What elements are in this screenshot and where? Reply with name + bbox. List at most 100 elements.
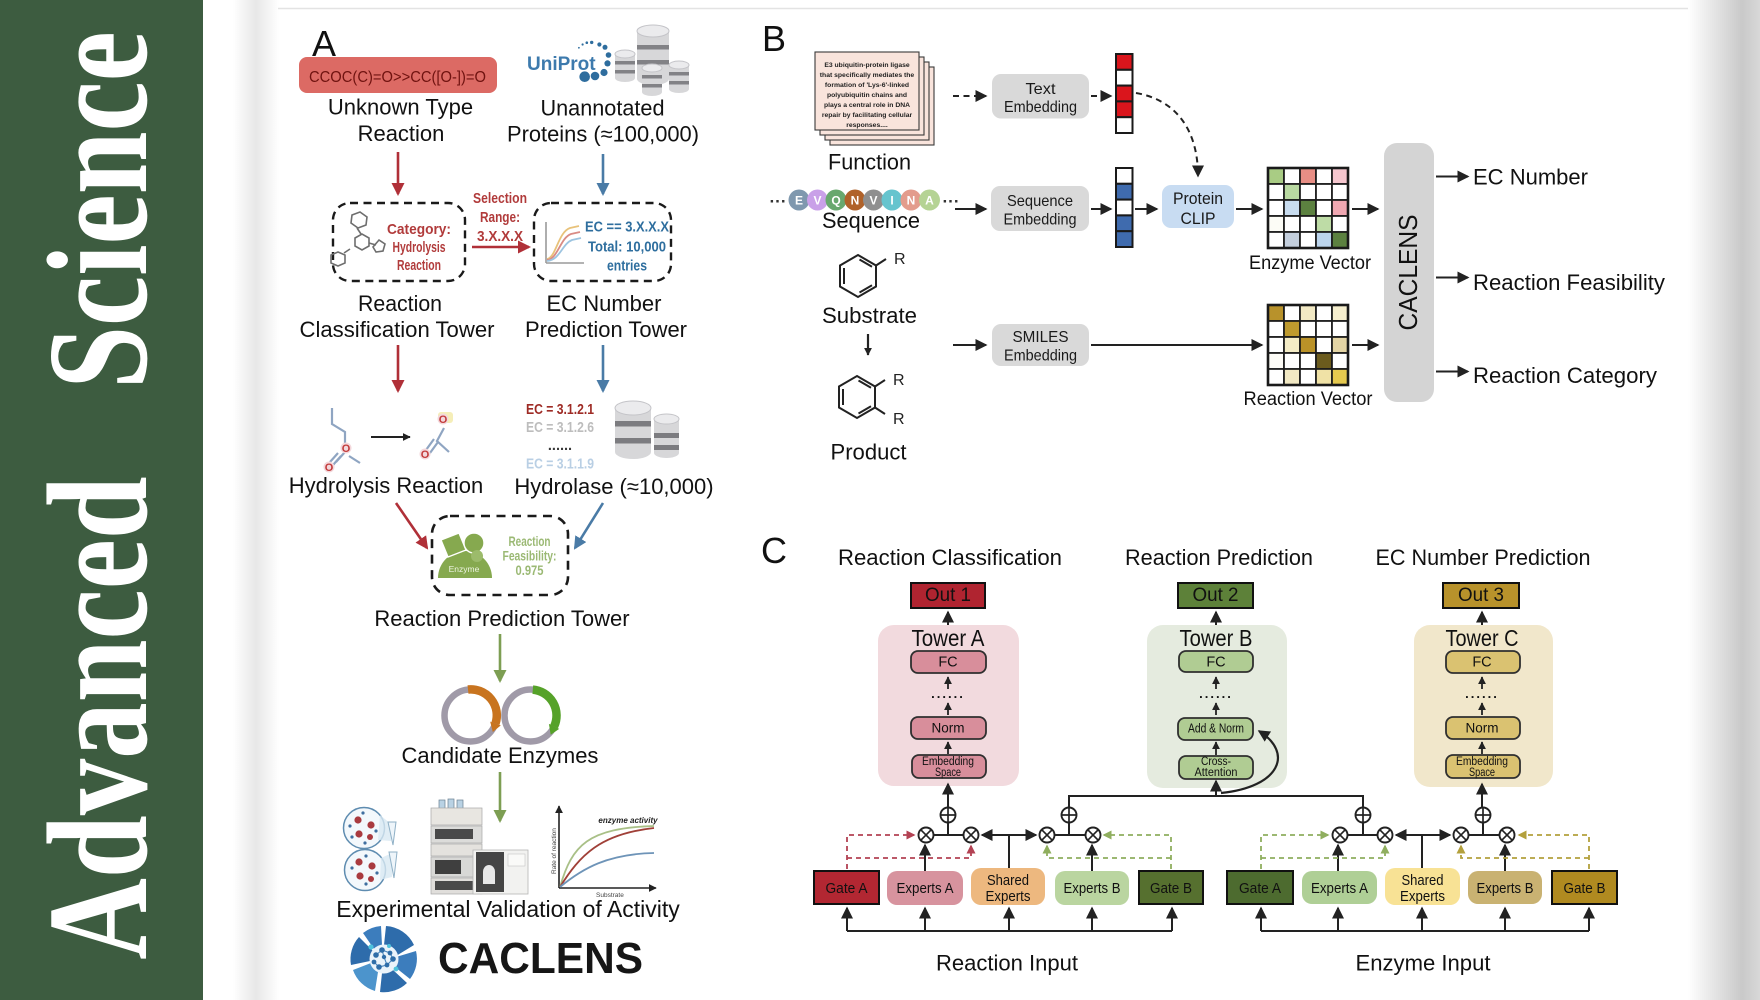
svg-text:Feasibility:: Feasibility: bbox=[503, 548, 557, 564]
svg-text:Rate of reaction: Rate of reaction bbox=[551, 828, 558, 874]
svg-text:EC = 3.1.2.1: EC = 3.1.2.1 bbox=[526, 402, 594, 418]
svg-text:Reaction Classification: Reaction Classification bbox=[838, 545, 1062, 570]
svg-text:Enzyme Vector: Enzyme Vector bbox=[1249, 253, 1372, 274]
svg-text:CLIP: CLIP bbox=[1181, 210, 1216, 228]
svg-text:3.X.X.X: 3.X.X.X bbox=[477, 228, 523, 245]
svg-text:Experts: Experts bbox=[1400, 888, 1445, 905]
svg-text:......: ...... bbox=[548, 438, 572, 454]
svg-text:Out 2: Out 2 bbox=[1193, 585, 1239, 606]
svg-text:Out 3: Out 3 bbox=[1458, 585, 1504, 606]
svg-text:Proteins (≈100,000): Proteins (≈100,000) bbox=[507, 122, 699, 147]
svg-text:Substrate: Substrate bbox=[822, 303, 917, 328]
svg-text:entries: entries bbox=[607, 259, 647, 275]
svg-text:Selection: Selection bbox=[473, 190, 527, 207]
svg-text:···: ··· bbox=[943, 192, 960, 211]
svg-text:FC: FC bbox=[1472, 655, 1491, 671]
svg-text:Embedding: Embedding bbox=[1004, 212, 1077, 229]
svg-text:Candidate Enzymes: Candidate Enzymes bbox=[402, 743, 599, 768]
svg-text:Sequence: Sequence bbox=[1007, 193, 1073, 210]
svg-text:V: V bbox=[813, 194, 821, 208]
svg-text:Reaction Prediction Tower: Reaction Prediction Tower bbox=[374, 606, 629, 631]
svg-text:Protein: Protein bbox=[1173, 190, 1223, 208]
svg-text:......: ...... bbox=[1465, 686, 1499, 701]
svg-text:formation of 'Lys-6'-linked: formation of 'Lys-6'-linked bbox=[825, 82, 909, 89]
svg-text:R: R bbox=[893, 372, 905, 389]
svg-text:Norm: Norm bbox=[932, 721, 965, 736]
svg-text:Category:: Category: bbox=[387, 221, 451, 238]
svg-text:Add & Norm: Add & Norm bbox=[1188, 721, 1244, 736]
svg-text:Science: Science bbox=[18, 31, 177, 389]
svg-text:E3 ubiquitin-protein ligase: E3 ubiquitin-protein ligase bbox=[824, 62, 910, 69]
svg-text:enzyme activity: enzyme activity bbox=[598, 816, 658, 825]
svg-text:Embedding: Embedding bbox=[922, 756, 974, 768]
svg-text:Hydrolase (≈10,000): Hydrolase (≈10,000) bbox=[514, 474, 713, 499]
svg-text:......: ...... bbox=[931, 686, 965, 701]
svg-text:Tower C: Tower C bbox=[1446, 625, 1519, 651]
svg-text:SMILES: SMILES bbox=[1013, 329, 1069, 346]
svg-text:Classification Tower: Classification Tower bbox=[300, 317, 495, 342]
svg-text:Space: Space bbox=[935, 767, 961, 779]
svg-text:Reaction Input: Reaction Input bbox=[936, 951, 1078, 976]
svg-text:Gate B: Gate B bbox=[1564, 880, 1606, 897]
svg-text:that specifically mediates the: that specifically mediates the bbox=[820, 72, 915, 79]
svg-text:Embedding: Embedding bbox=[1004, 348, 1077, 365]
svg-text:Text: Text bbox=[1026, 81, 1057, 98]
svg-text:EC = 3.1.2.6: EC = 3.1.2.6 bbox=[526, 420, 594, 436]
svg-text:polyubiquitin chains and: polyubiquitin chains and bbox=[827, 92, 907, 99]
svg-text:repair by facilitating cellula: repair by facilitating cellular bbox=[822, 112, 913, 119]
svg-text:CACLENS: CACLENS bbox=[1393, 215, 1423, 331]
svg-text:FC: FC bbox=[1206, 655, 1225, 671]
svg-text:Advanced: Advanced bbox=[18, 476, 177, 959]
svg-text:EC Number: EC Number bbox=[1473, 165, 1588, 190]
svg-text:N: N bbox=[907, 194, 916, 208]
svg-text:A: A bbox=[925, 194, 934, 208]
svg-text:FC: FC bbox=[938, 655, 957, 671]
svg-text:Gate A: Gate A bbox=[826, 880, 868, 897]
svg-text:Reaction: Reaction bbox=[509, 533, 551, 549]
svg-text:Reaction Feasibility: Reaction Feasibility bbox=[1473, 270, 1665, 295]
svg-text:EC Number: EC Number bbox=[547, 291, 662, 316]
svg-text:EC = 3.1.1.9: EC = 3.1.1.9 bbox=[526, 457, 594, 473]
svg-text:......: ...... bbox=[1199, 686, 1233, 701]
svg-text:Cross-: Cross- bbox=[1201, 756, 1231, 768]
svg-text:···: ··· bbox=[770, 192, 787, 211]
svg-text:Unannotated: Unannotated bbox=[541, 96, 665, 121]
svg-text:Tower B: Tower B bbox=[1180, 625, 1253, 651]
svg-text:Experts A: Experts A bbox=[1311, 880, 1368, 897]
svg-text:Substrate: Substrate bbox=[596, 892, 624, 899]
svg-text:Prediction Tower: Prediction Tower bbox=[525, 317, 687, 342]
svg-text:responses....: responses.... bbox=[846, 122, 888, 129]
svg-text:R: R bbox=[893, 411, 905, 428]
svg-text:Out 1: Out 1 bbox=[925, 585, 971, 606]
svg-text:Hydrolysis: Hydrolysis bbox=[393, 239, 446, 256]
svg-text:O: O bbox=[325, 462, 334, 474]
svg-text:Enzyme Input: Enzyme Input bbox=[1356, 951, 1491, 976]
svg-text:0.975: 0.975 bbox=[516, 562, 544, 578]
svg-text:Experts B: Experts B bbox=[1064, 880, 1121, 897]
svg-text:R: R bbox=[894, 251, 906, 268]
svg-text:Reaction: Reaction bbox=[397, 257, 441, 274]
svg-text:Norm: Norm bbox=[1466, 721, 1499, 736]
svg-text:Gate B: Gate B bbox=[1150, 880, 1192, 897]
svg-text:Embedding: Embedding bbox=[1456, 756, 1508, 768]
svg-text:Space: Space bbox=[1469, 767, 1495, 779]
svg-text:E: E bbox=[795, 194, 803, 208]
svg-text:CCOC(C)=O>>CC([O-])=O: CCOC(C)=O>>CC([O-])=O bbox=[309, 69, 486, 86]
svg-text:N: N bbox=[851, 194, 860, 208]
svg-text:Total: 10,000: Total: 10,000 bbox=[588, 240, 666, 256]
svg-text:O: O bbox=[421, 449, 430, 461]
svg-text:Attention: Attention bbox=[1195, 767, 1238, 779]
svg-text:Experimental Validation of Act: Experimental Validation of Activity bbox=[336, 896, 680, 922]
svg-text:Reaction Category: Reaction Category bbox=[1473, 363, 1657, 388]
svg-text:Reaction Vector: Reaction Vector bbox=[1244, 389, 1374, 410]
svg-text:UniProt: UniProt bbox=[527, 54, 596, 75]
svg-text:Range:: Range: bbox=[480, 209, 520, 226]
svg-text:Sequence: Sequence bbox=[822, 208, 920, 233]
svg-text:Reaction Prediction: Reaction Prediction bbox=[1125, 545, 1313, 570]
svg-text:Function: Function bbox=[828, 150, 911, 175]
svg-text:Reaction: Reaction bbox=[358, 121, 445, 146]
svg-text:Hydrolysis Reaction: Hydrolysis Reaction bbox=[289, 473, 483, 498]
svg-text:Q: Q bbox=[831, 194, 840, 208]
svg-text:V: V bbox=[869, 194, 877, 208]
svg-text:Reaction: Reaction bbox=[358, 291, 442, 316]
